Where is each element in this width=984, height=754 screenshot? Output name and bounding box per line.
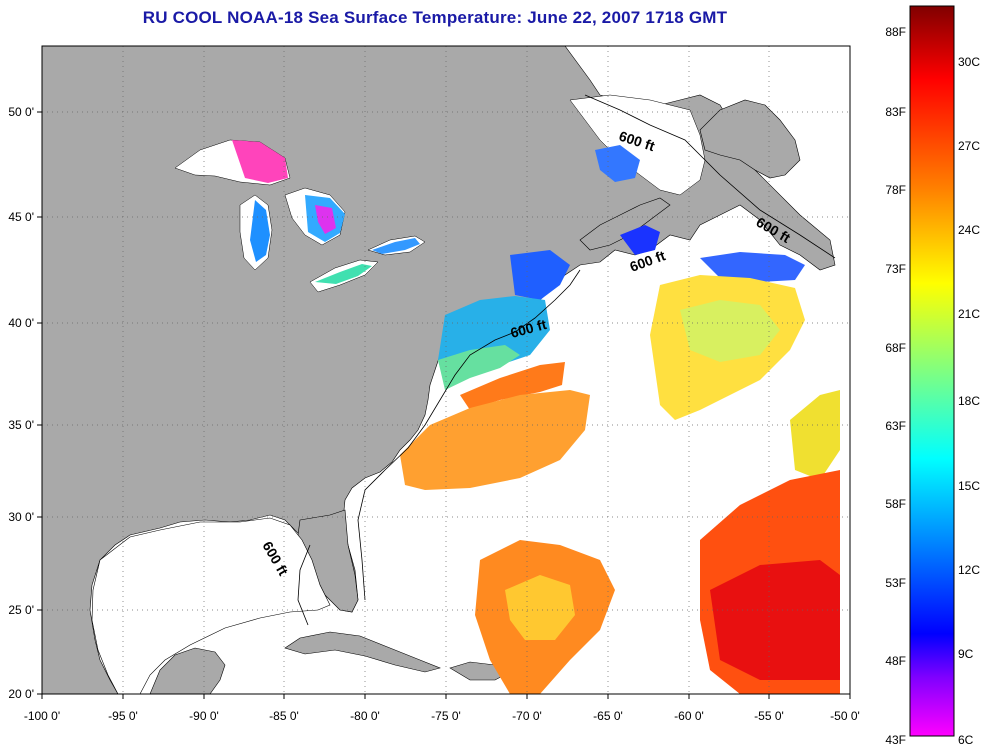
colorbar-f-label: 58F (885, 497, 906, 511)
lon-tick-label: -75 0' (431, 709, 461, 723)
colorbar-c-label: 12C (958, 563, 980, 577)
map-grid (42, 46, 850, 694)
map-ticks (37, 111, 851, 699)
sst-lake-ontario (372, 238, 420, 254)
lat-tick-label: 35 0' (8, 418, 34, 432)
colorbar-c-label: 15C (958, 479, 980, 493)
lon-tick-label: -95 0' (108, 709, 138, 723)
land-newfoundland (699, 99, 801, 179)
colorbar-f-label: 53F (885, 576, 906, 590)
colorbar-c-label: 24C (958, 223, 980, 237)
sst-east-yellow (790, 390, 840, 480)
lon-tick-label: -50 0' (830, 709, 860, 723)
colorbar-f-label: 83F (885, 105, 906, 119)
colorbar-c-label: 9C (958, 647, 974, 661)
sst-scotian-shelf (620, 225, 660, 255)
water-gulf-st-lawrence (569, 94, 706, 196)
map-title: RU COOL NOAA-18 Sea Surface Temperature:… (142, 8, 728, 27)
colorbar-f-label: 88F (885, 25, 906, 39)
sst-lake-superior-east (232, 140, 288, 183)
sst-lake-erie (315, 264, 372, 284)
colorbar-gradient (909, 5, 955, 737)
lon-tick-label: -55 0' (754, 709, 784, 723)
depth-contour-600ft (297, 94, 836, 626)
lon-tick-label: -85 0' (269, 709, 299, 723)
colorbar-f-label: 68F (885, 341, 906, 355)
lat-tick-label: 20 0' (8, 687, 34, 701)
sst-sargasso-north (400, 390, 590, 490)
lat-tick-label: 45 0' (8, 210, 34, 224)
lon-tick-label: -90 0' (189, 709, 219, 723)
land-yucatan (149, 647, 226, 694)
sst-lake-michigan (250, 200, 270, 262)
lon-tick-label: -60 0' (674, 709, 704, 723)
lat-tick-label: 50 0' (8, 105, 34, 119)
colorbar-c-label: 27C (958, 139, 980, 153)
colorbar-f-label: 63F (885, 419, 906, 433)
lat-tick-label: 40 0' (8, 316, 34, 330)
colorbar-f-label: 48F (885, 654, 906, 668)
lon-tick-label: -80 0' (350, 709, 380, 723)
colorbar-c-label: 21C (958, 307, 980, 321)
colorbar-c-label: 30C (958, 55, 980, 69)
land-cuba (284, 631, 441, 673)
land-nova-scotia (579, 197, 671, 251)
temperature-colorbar: 88F 83F 78F 73F 68F 63F 58F 53F 48F 43F … (885, 5, 980, 747)
colorbar-f-label: 43F (885, 733, 906, 747)
water-gulf-of-mexico (91, 517, 331, 694)
sst-nova-scotia-east (700, 252, 805, 282)
colorbar-c-label: 6C (958, 733, 974, 747)
lon-tick-label: -70 0' (512, 709, 542, 723)
sst-southeast-hot (710, 560, 840, 680)
sst-lab-sea-blue (595, 145, 640, 182)
sst-lake-huron-core (315, 205, 336, 234)
lon-tick-label: -100 0' (24, 709, 60, 723)
lon-tick-label: -65 0' (593, 709, 623, 723)
colorbar-f-label: 73F (885, 262, 906, 276)
sst-south-central-yellow (505, 575, 575, 640)
lat-tick-label: 25 0' (8, 603, 34, 617)
colorbar-c-label: 18C (958, 394, 980, 408)
colorbar-f-label: 78F (885, 183, 906, 197)
sst-gulf-of-maine (510, 250, 570, 300)
sst-gulf-stream-core (460, 362, 565, 410)
sst-map: -100 0' -95 0' -90 0' -85 0' -80 0' -75 … (8, 45, 860, 723)
sst-slope-sea-green (680, 300, 780, 362)
sst-shelf-green (438, 345, 520, 390)
lat-tick-label: 30 0' (8, 510, 34, 524)
